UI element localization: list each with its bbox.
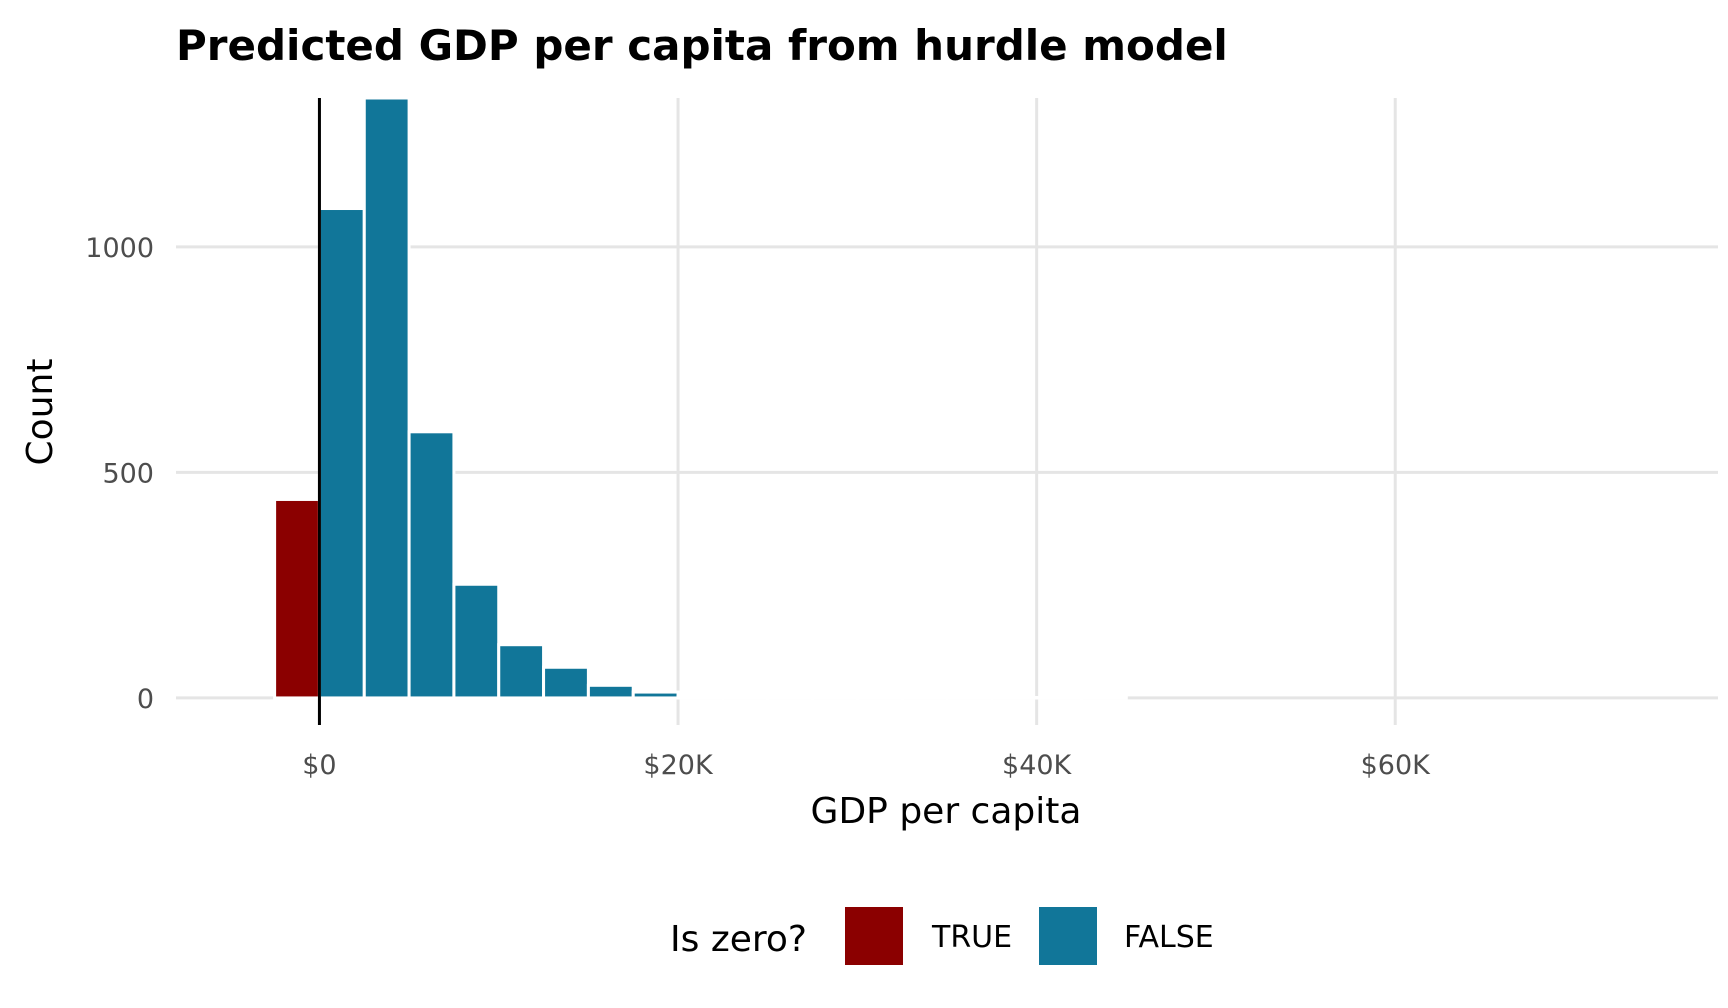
bar-false bbox=[676, 694, 725, 700]
x-tick-label: $0 bbox=[302, 750, 336, 781]
tick-labels: 0 500 1000 $0 $20K $40K $60K bbox=[85, 233, 1431, 781]
x-tick-label: $20K bbox=[643, 750, 714, 781]
bar-true bbox=[273, 497, 321, 700]
x-tick-label: $40K bbox=[1002, 750, 1073, 781]
legend-key-false bbox=[1039, 907, 1097, 965]
bar-false bbox=[497, 643, 546, 700]
legend-title: Is zero? bbox=[670, 919, 807, 960]
bar-false bbox=[631, 690, 680, 700]
bar-false bbox=[407, 430, 456, 700]
bar-false bbox=[542, 665, 590, 700]
bar-false bbox=[721, 695, 770, 700]
legend-label-true: TRUE bbox=[931, 920, 1012, 955]
bar-false bbox=[317, 207, 366, 700]
legend-label-false: FALSE bbox=[1124, 920, 1214, 955]
y-tick-label: 0 bbox=[137, 684, 154, 715]
histogram-bars bbox=[273, 96, 1128, 700]
legend: Is zero? TRUE FALSE bbox=[670, 907, 1214, 965]
bar-false bbox=[362, 96, 411, 700]
chart-title: Predicted GDP per capita from hurdle mod… bbox=[176, 21, 1228, 70]
y-tick-label: 500 bbox=[102, 458, 154, 489]
y-tick-label: 1000 bbox=[85, 233, 154, 264]
legend-key-true bbox=[845, 907, 903, 965]
x-axis-title: GDP per capita bbox=[811, 791, 1082, 832]
bar-false bbox=[452, 582, 501, 700]
bar-false bbox=[586, 683, 635, 700]
x-tick-label: $60K bbox=[1361, 750, 1432, 781]
y-axis-title: Count bbox=[20, 359, 61, 466]
